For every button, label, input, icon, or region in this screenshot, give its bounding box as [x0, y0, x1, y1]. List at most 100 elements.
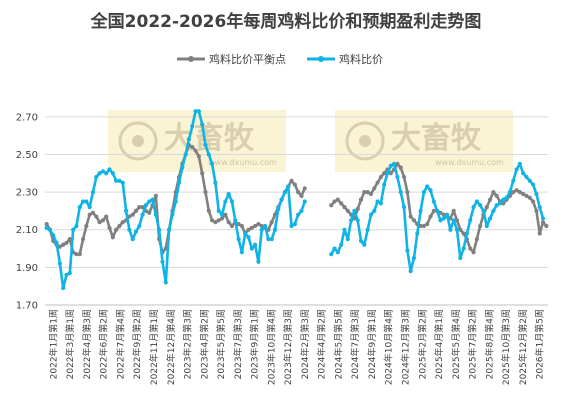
data-point: [531, 199, 536, 204]
data-point: [57, 261, 62, 266]
data-point: [262, 223, 268, 229]
data-point: [100, 218, 106, 223]
data-point: [411, 218, 417, 223]
data-point: [395, 161, 400, 166]
data-point: [120, 180, 125, 185]
x-tick-label: 2022年3月第1周: [64, 309, 76, 379]
data-point: [289, 178, 294, 183]
x-tick-label: 2023年9月第1周: [249, 309, 261, 379]
data-point: [382, 182, 387, 187]
data-point: [243, 231, 248, 236]
data-point: [428, 214, 433, 219]
x-tick-label: 2026年1月第5周: [534, 309, 546, 379]
data-point: [461, 231, 466, 236]
data-point: [269, 237, 274, 242]
y-tick-label: 2.50: [16, 150, 38, 161]
data-point: [329, 203, 334, 208]
data-point: [378, 174, 383, 180]
data-point: [484, 223, 489, 229]
data-point: [229, 223, 235, 229]
data-point: [517, 189, 522, 195]
data-point: [428, 188, 433, 193]
data-point: [524, 193, 529, 198]
data-point: [385, 171, 390, 176]
data-point: [365, 227, 370, 232]
data-point: [514, 188, 519, 193]
data-point: [537, 231, 542, 236]
data-point: [87, 205, 92, 210]
data-point: [527, 178, 532, 183]
data-point: [540, 216, 546, 221]
data-point: [289, 223, 294, 229]
data-point: [61, 285, 66, 291]
data-point: [147, 199, 152, 204]
data-point: [329, 252, 334, 257]
data-point: [279, 197, 284, 202]
data-point: [97, 220, 102, 225]
data-point: [200, 122, 205, 127]
series-layer: [44, 109, 549, 291]
data-point: [276, 206, 281, 212]
data-point: [415, 231, 420, 236]
data-point: [355, 206, 360, 212]
data-point: [544, 223, 549, 229]
x-tick-label: 2023年5月第5周: [215, 309, 227, 379]
watermark-logo: 大畜牧 www.dxumu.com: [335, 110, 513, 172]
data-point: [501, 197, 506, 202]
data-point: [425, 184, 430, 189]
data-point: [150, 197, 155, 202]
data-point: [491, 208, 496, 214]
data-point: [196, 154, 201, 159]
data-point: [104, 214, 109, 219]
data-point: [461, 246, 466, 251]
legend-marker-ratio: [318, 56, 324, 62]
data-point: [540, 220, 546, 225]
data-point: [110, 235, 115, 240]
data-point: [94, 214, 99, 219]
data-point: [190, 144, 195, 150]
data-point: [474, 237, 479, 242]
data-point: [471, 205, 476, 210]
data-point: [401, 205, 407, 210]
data-point: [143, 203, 149, 208]
x-tick-label: 2022年9月第2周: [131, 309, 143, 379]
data-point: [335, 197, 340, 202]
data-point: [292, 221, 297, 227]
data-point: [332, 246, 337, 251]
data-point: [494, 193, 499, 198]
data-point: [448, 227, 453, 232]
x-tick-label: 2022年1月第1周: [47, 309, 59, 379]
data-point: [80, 199, 86, 204]
data-point: [286, 184, 291, 189]
data-point: [531, 182, 536, 187]
data-point: [468, 246, 473, 251]
chart-title: 全国2022-2026年每周鸡料比价和预期盈利走势图: [90, 11, 482, 32]
data-point: [458, 227, 463, 232]
data-point: [382, 171, 387, 176]
x-tick-label: 2022年11月第1周: [148, 309, 160, 385]
data-point: [104, 171, 109, 176]
data-point: [120, 220, 125, 225]
data-point: [458, 255, 463, 261]
data-point: [478, 203, 483, 208]
data-point: [494, 203, 499, 208]
legend-item-breakeven: 鸡料比价平衡点: [177, 52, 286, 66]
chart-legend: 鸡料比价平衡点 鸡料比价: [177, 52, 383, 66]
data-point: [468, 218, 473, 223]
data-point: [349, 218, 354, 223]
data-point: [537, 205, 542, 210]
data-point: [521, 191, 526, 197]
data-point: [444, 212, 450, 217]
data-point: [425, 221, 430, 227]
data-point: [411, 255, 417, 261]
data-point: [259, 227, 264, 232]
data-point: [471, 250, 476, 255]
data-point: [345, 237, 350, 242]
data-point: [514, 167, 519, 172]
data-point: [130, 212, 135, 217]
data-point: [213, 180, 218, 185]
data-point: [100, 169, 106, 174]
data-point: [213, 220, 218, 225]
watermark-layer: 大畜牧 www.dxumu.com 大畜牧 www.dxumu.com: [108, 110, 513, 172]
data-point: [44, 221, 49, 227]
